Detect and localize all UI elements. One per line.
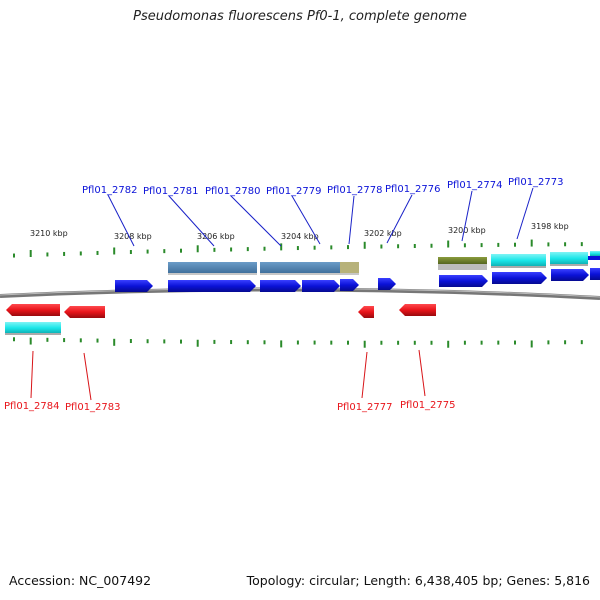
- forward-tick-marks: [13, 239, 583, 258]
- feature-bar[interactable]: [260, 273, 359, 275]
- feature-bar[interactable]: [491, 254, 546, 267]
- reverse-gene-arrow[interactable]: [6, 304, 60, 316]
- gene-label-Pfl01_2774[interactable]: Pfl01_2774: [447, 180, 503, 191]
- feature-bar[interactable]: [260, 262, 341, 274]
- position-label: 3200 kbp: [448, 226, 486, 235]
- feature-bar[interactable]: [5, 333, 61, 335]
- accession-label: Accession: NC_007492: [9, 573, 152, 588]
- gene-label-Pfl01_2778[interactable]: Pfl01_2778: [327, 185, 383, 196]
- forward-gene-arrow[interactable]: [378, 278, 396, 290]
- forward-gene-arrow[interactable]: [551, 269, 589, 281]
- feature-bar[interactable]: [340, 262, 359, 274]
- forward-gene-arrow[interactable]: [115, 280, 153, 292]
- position-label: 3206 kbp: [197, 232, 235, 241]
- gene-label-Pfl01_2773[interactable]: Pfl01_2773: [508, 177, 564, 188]
- gene-label-Pfl01_2780[interactable]: Pfl01_2780: [205, 186, 261, 197]
- feature-bar[interactable]: [438, 257, 487, 264]
- genome-backbone: [0, 287, 600, 300]
- reverse-gene-arrow[interactable]: [399, 304, 436, 316]
- gene-label-Pfl01_2776[interactable]: Pfl01_2776: [385, 184, 441, 195]
- feature-bar[interactable]: [168, 262, 257, 274]
- position-label: 3210 kbp: [30, 229, 68, 238]
- forward-gene-arrow[interactable]: [492, 272, 547, 284]
- gene-label-Pfl01_2781[interactable]: Pfl01_2781: [143, 186, 199, 197]
- position-label: 3202 kbp: [364, 229, 402, 238]
- feature-bar[interactable]: [550, 264, 588, 266]
- position-label: 3208 kbp: [114, 232, 152, 241]
- feature-bar[interactable]: [5, 322, 61, 334]
- position-label: 3198 kbp: [531, 222, 569, 231]
- feature-bar[interactable]: [168, 273, 257, 275]
- gene-label-Pfl01_2783[interactable]: Pfl01_2783: [65, 402, 121, 413]
- gene-label-Pfl01_2779[interactable]: Pfl01_2779: [266, 186, 322, 197]
- reverse-tick-marks: [13, 337, 583, 348]
- reverse-leader-lines: [30, 349, 426, 401]
- forward-leader-lines: [107, 187, 534, 247]
- feature-bar[interactable]: [438, 264, 487, 270]
- forward-gene-arrow[interactable]: [590, 268, 600, 280]
- position-label: 3204 kbp: [281, 232, 319, 241]
- gene-label-Pfl01_2775[interactable]: Pfl01_2775: [400, 400, 456, 411]
- feature-bar[interactable]: [588, 256, 600, 260]
- feature-bar[interactable]: [590, 251, 600, 256]
- map-title: Pseudomonas fluorescens Pf0-1, complete …: [133, 9, 467, 24]
- reverse-gene-arrow[interactable]: [64, 306, 105, 318]
- forward-gene-arrow[interactable]: [439, 275, 488, 287]
- forward-gene-arrow[interactable]: [302, 280, 340, 292]
- feature-bar[interactable]: [491, 266, 546, 268]
- gene-label-Pfl01_2784[interactable]: Pfl01_2784: [4, 401, 60, 412]
- gene-label-Pfl01_2777[interactable]: Pfl01_2777: [337, 402, 393, 413]
- reverse-gene-arrow[interactable]: [358, 306, 374, 318]
- forward-gene-arrow[interactable]: [340, 279, 359, 291]
- genome-backbone-highlight: [0, 287, 600, 298]
- feature-bar[interactable]: [550, 252, 588, 265]
- forward-gene-arrow[interactable]: [168, 280, 256, 292]
- topology-label: Topology: circular; Length: 6,438,405 bp…: [246, 573, 590, 588]
- forward-gene-arrow[interactable]: [260, 280, 301, 292]
- gene-label-Pfl01_2782[interactable]: Pfl01_2782: [82, 185, 138, 196]
